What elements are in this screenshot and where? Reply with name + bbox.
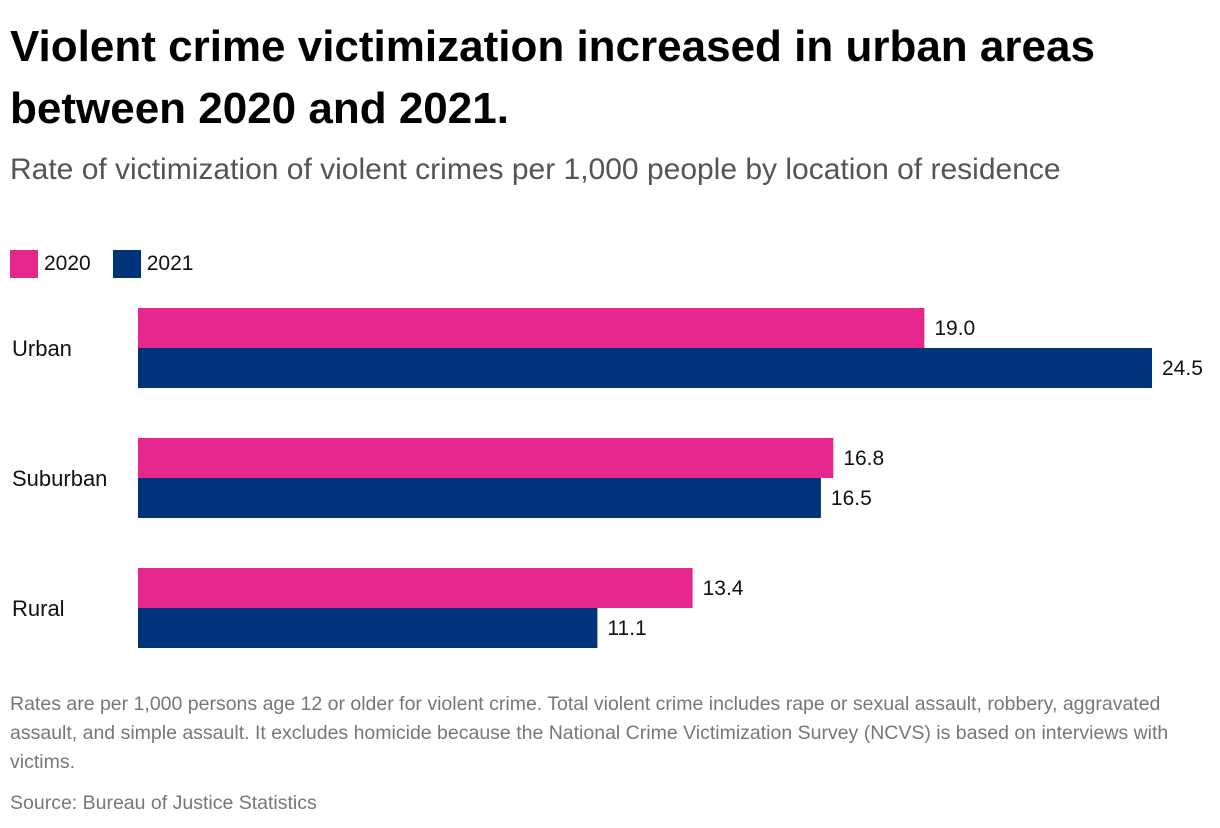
bar-rural-2020 xyxy=(138,568,693,608)
value-label-urban-2020: 19.0 xyxy=(934,317,975,340)
legend-swatch-2020 xyxy=(10,250,38,278)
chart-source: Source: Bureau of Justice Statistics xyxy=(10,792,317,814)
bar-suburban-2020 xyxy=(138,438,834,478)
legend-label-2021: 2021 xyxy=(146,252,194,275)
chart-title: Violent crime victimization increased in… xyxy=(10,22,1095,133)
value-label-urban-2021: 24.5 xyxy=(1162,357,1203,380)
value-label-suburban-2021: 16.5 xyxy=(831,487,872,510)
legend-swatch-2021 xyxy=(112,250,141,278)
bar-suburban-2021 xyxy=(138,478,821,518)
bar-chart: Urban 19.0 24.5 Suburban 16.8 16.5 Rural 13.4 11… xyxy=(12,308,1203,648)
value-label-suburban-2020: 16.8 xyxy=(843,447,884,470)
category-label-rural: Rural xyxy=(12,596,65,621)
legend-label-2020: 2020 xyxy=(44,252,91,275)
value-label-rural-2020: 13.4 xyxy=(703,577,744,600)
bar-urban-2021 xyxy=(138,348,1152,388)
legend-item-2020: 2020 xyxy=(10,250,91,278)
chart-subtitle: Rate of victimization of violent crimes … xyxy=(10,153,1061,186)
legend: 2020 2021 xyxy=(10,249,215,279)
category-label-urban: Urban xyxy=(12,336,72,361)
category-label-suburban: Suburban xyxy=(12,466,107,491)
legend-item-2021: 2021 xyxy=(112,250,194,278)
bar-urban-2020 xyxy=(138,308,925,348)
value-label-rural-2021: 11.1 xyxy=(607,617,646,640)
chart-note: Rates are per 1,000 persons age 12 or ol… xyxy=(10,693,1169,773)
bar-rural-2021 xyxy=(138,608,598,648)
